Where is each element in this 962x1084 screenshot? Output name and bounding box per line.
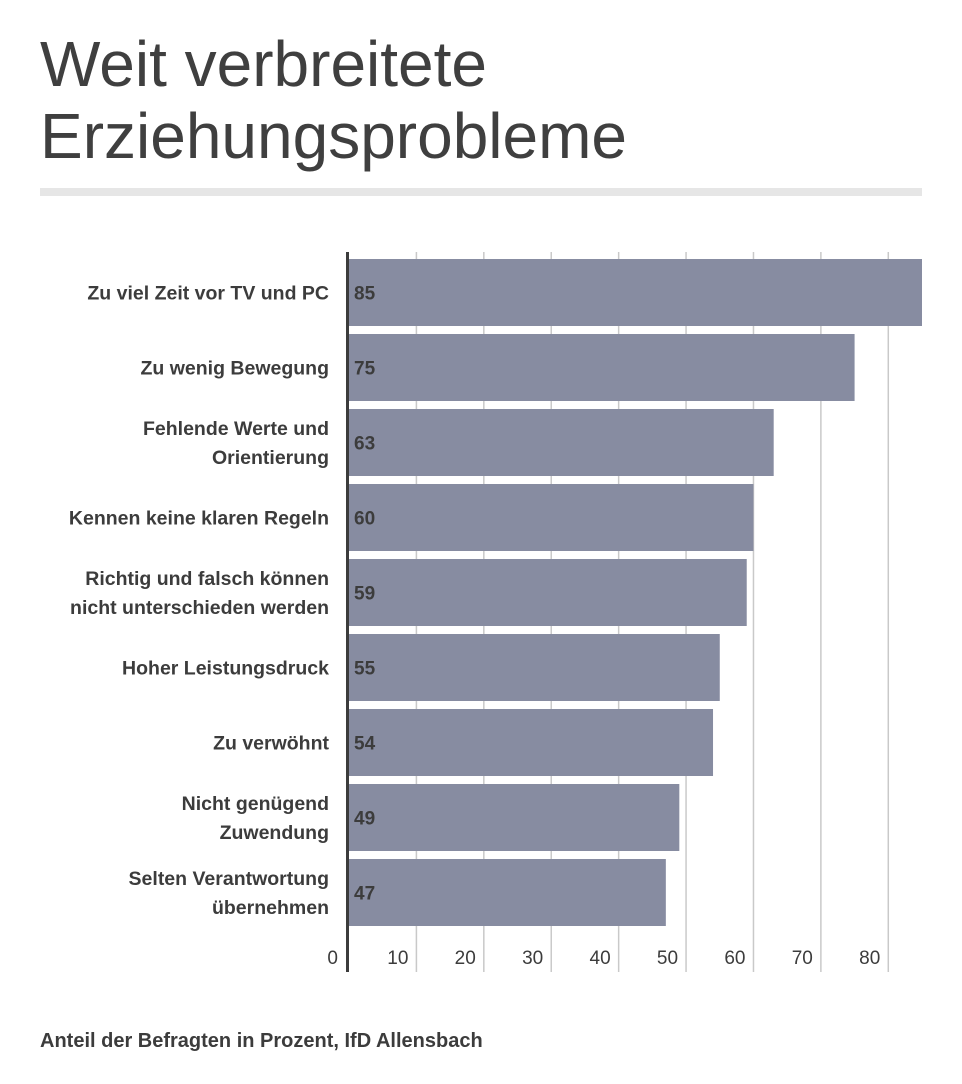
- category-label: Zuwendung: [220, 822, 329, 844]
- x-tick-label: 30: [522, 948, 543, 969]
- bar: [349, 334, 855, 401]
- bar: [349, 784, 680, 851]
- bar: [349, 409, 774, 476]
- x-tick-label: 80: [859, 948, 880, 969]
- bar: [349, 259, 922, 326]
- category-label: Zu wenig Bewegung: [141, 358, 330, 380]
- category-label: Fehlende Werte und: [143, 418, 329, 440]
- bar-value-label: 59: [354, 584, 375, 605]
- bar-value-label: 54: [354, 734, 376, 755]
- x-tick-label: 0: [327, 948, 338, 969]
- x-tick-label: 40: [590, 948, 611, 969]
- bar-value-label: 47: [354, 884, 375, 905]
- bar-chart: 85 Zu viel Zeit vor TV und PC 75 Zu wenig B…: [69, 252, 922, 972]
- x-tick-label: 20: [455, 948, 476, 969]
- category-label: Nicht genügend: [182, 793, 329, 815]
- title-divider: [40, 188, 922, 196]
- category-label: Zu verwöhnt: [213, 733, 329, 755]
- category-label: Richtig und falsch können: [85, 568, 329, 590]
- chart-title: Weit verbreitete Erziehungsprobleme: [40, 28, 627, 172]
- bar: [349, 709, 714, 776]
- bar-value-label: 55: [354, 659, 376, 680]
- bar-value-label: 63: [354, 434, 375, 455]
- bar: [349, 859, 666, 926]
- bar-value-label: 75: [354, 359, 376, 380]
- x-tick-label: 10: [387, 948, 408, 969]
- category-label: Selten Verantwortung: [129, 868, 329, 890]
- bar-value-label: 85: [354, 284, 376, 305]
- category-label: Zu viel Zeit vor TV und PC: [87, 283, 329, 305]
- category-label: Orientierung: [212, 447, 329, 469]
- x-tick-label: 60: [724, 948, 745, 969]
- category-label: nicht unterschieden werden: [70, 597, 329, 619]
- category-label: Hoher Leistungsdruck: [122, 658, 329, 680]
- bar-value-label: 60: [354, 509, 375, 530]
- category-label: übernehmen: [212, 897, 329, 919]
- source-note: Anteil der Befragten in Prozent, IfD All…: [40, 1030, 483, 1052]
- bar: [349, 484, 754, 551]
- category-label: Kennen keine klaren Regeln: [69, 508, 329, 530]
- x-tick-label: 70: [792, 948, 813, 969]
- bar-value-label: 49: [354, 809, 375, 830]
- x-tick-label: 50: [657, 948, 678, 969]
- bar: [349, 634, 720, 701]
- bar: [349, 559, 747, 626]
